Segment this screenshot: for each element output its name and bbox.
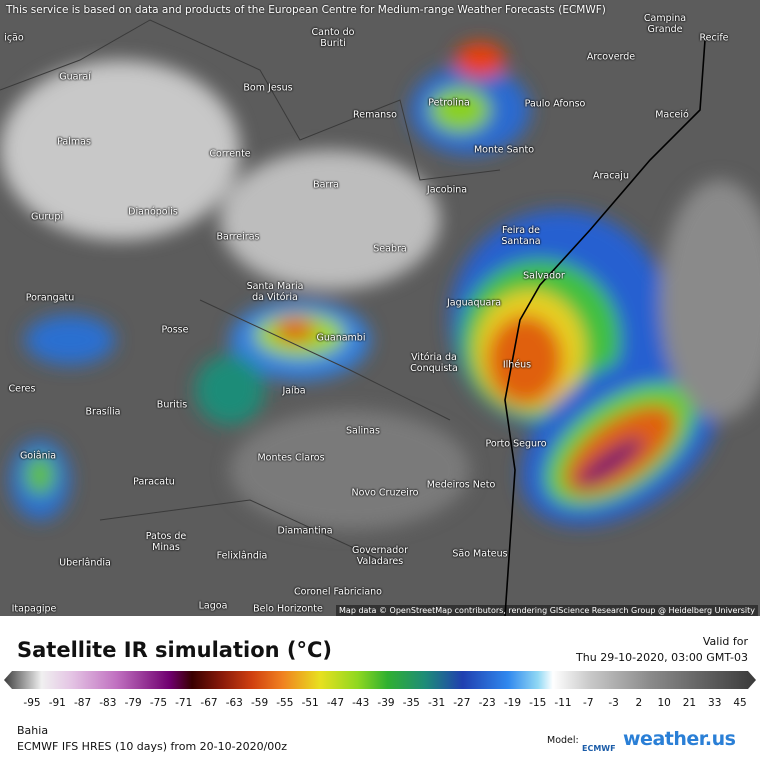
colorbar-tick-label: -63 (225, 697, 243, 709)
city-label: Itapagipe (11, 603, 57, 615)
city-label: Recife (699, 32, 729, 44)
city-label: Lagoa (198, 600, 228, 612)
notice: This service is based on data and produc… (6, 4, 606, 16)
city-label: Uberlândia (59, 557, 111, 569)
valid-label: Valid for (702, 635, 748, 648)
city-label: Governador Valadares (352, 545, 408, 567)
city-label: Corrente (209, 148, 251, 160)
city-label: Paulo Afonso (524, 98, 586, 110)
city-label: Gurupi (31, 211, 63, 223)
city-label: Vitória da Conquista (410, 352, 458, 374)
colorbar-tick-label: -15 (529, 697, 547, 709)
model-label: Model: (547, 735, 579, 746)
model-logo: ECMWF (582, 744, 616, 753)
colorbar-tick-label: -71 (175, 697, 193, 709)
colorbar-tick-label: -83 (99, 697, 117, 709)
city-label: Medeiros Neto (426, 479, 496, 491)
city-label: Diamantina (277, 525, 333, 537)
colorbar-tick-label: 45 (733, 697, 747, 709)
city-label: Monte Santo (473, 144, 535, 156)
city-label: Maceió (655, 109, 689, 121)
city-label: Bom Jesus (243, 82, 293, 94)
city-label: Barra (313, 179, 339, 191)
city-label: Salinas (346, 425, 380, 437)
city-label: Coronel Fabriciano (294, 586, 382, 598)
city-label: Goiânia (19, 450, 57, 462)
city-label: Jaíba (282, 385, 306, 397)
model-run: ECMWF IFS HRES (10 days) from 20-10-2020… (17, 740, 288, 753)
colorbar-tick-label: -51 (301, 697, 319, 709)
city-label: Dianópolis (128, 206, 178, 218)
colorbar-tick-label: -87 (73, 697, 92, 709)
colorbar-tick-label: -67 (200, 697, 218, 709)
city-label: Canto do Buriti (311, 27, 355, 49)
region: Bahia (17, 724, 49, 737)
city-label: Campina Grande (643, 13, 687, 35)
colorbar-tick-label: -31 (427, 697, 446, 709)
city-label: Seabra (373, 243, 407, 255)
valid-date: Thu 29-10-2020, 03:00 GMT-03 (576, 651, 748, 664)
colorbar-tick-label: -19 (503, 697, 521, 709)
colorbar-tick-label: -79 (124, 697, 142, 709)
city-label: Guanambi (316, 332, 366, 344)
brand: weather.us (623, 728, 736, 750)
city-label: Barreiras (216, 231, 260, 243)
cloud-field (0, 42, 760, 530)
colorbar-tick-label: 2 (635, 697, 643, 709)
map: This service is based on data and produc… (0, 0, 760, 616)
city-label: Salvador (523, 270, 565, 282)
city-label: Posse (161, 324, 189, 336)
city-label: Aracaju (593, 170, 629, 182)
colorbar-tick-label: -11 (554, 697, 572, 709)
city-label: Santa Maria da Vitória (246, 281, 304, 303)
colorbar-tick-label: -43 (352, 697, 370, 709)
colorbar-tick-label: -47 (326, 697, 344, 709)
valid-time: Valid for Thu 29-10-2020, 03:00 GMT-03 (576, 634, 748, 666)
colorbar-tick-label: -59 (250, 697, 269, 709)
city-label: Jaguaquara (446, 297, 502, 309)
city-label: Belo Horizonte (253, 603, 323, 615)
colorbar (4, 671, 756, 689)
city-label: Porangatu (25, 292, 75, 304)
city-label: Brasília (85, 406, 121, 418)
colorbar-tick-label: -91 (48, 697, 66, 709)
city-label: Paracatu (133, 476, 175, 488)
borders (0, 19, 501, 561)
legend-title: Satellite IR simulation (°C) (17, 638, 332, 662)
map-layer (0, 19, 760, 616)
colorbar-tick-label: -7 (583, 697, 594, 709)
city-label: Buritis (156, 399, 188, 411)
city-label: Felixlândia (216, 550, 268, 562)
city-label: Guaraí (59, 71, 91, 83)
city-label: Montes Claros (257, 452, 325, 464)
colorbar-tick-label: -3 (608, 697, 619, 709)
colorbar-tick-label: 21 (682, 697, 697, 709)
colorbar-tick-label: -75 (149, 697, 167, 709)
colorbar-tick-label: -23 (478, 697, 496, 709)
city-label: Ceres (8, 383, 36, 395)
city-label: Petrolina (428, 97, 470, 109)
city-label: Arcoverde (586, 51, 636, 63)
city-label: Patos de Minas (145, 531, 187, 553)
colorbar-tick-label: -35 (402, 697, 420, 709)
city-label: Porto Seguro (485, 438, 547, 450)
colorbar-tick-label: -55 (276, 697, 294, 709)
coastline (504, 39, 706, 616)
city-label: Jacobina (426, 184, 468, 196)
city-label: ição (4, 32, 24, 44)
colorbar-tick-label: 33 (708, 697, 722, 709)
city-label: Feira de Santana (501, 225, 541, 247)
colorbar-tick-label: -27 (453, 697, 471, 709)
colorbar-tick-label: -39 (377, 697, 395, 709)
colorbar-tick-label: -95 (23, 697, 41, 709)
city-label: Novo Cruzeiro (351, 487, 419, 499)
city-label: Remanso (353, 109, 397, 121)
city-label: São Mateus (452, 548, 508, 560)
colorbar-tick-label: 10 (657, 697, 671, 709)
city-label: Palmas (57, 136, 91, 148)
attribution: Map data © OpenStreetMap contributors, r… (336, 605, 758, 616)
city-label: Ilhéus (502, 359, 532, 371)
